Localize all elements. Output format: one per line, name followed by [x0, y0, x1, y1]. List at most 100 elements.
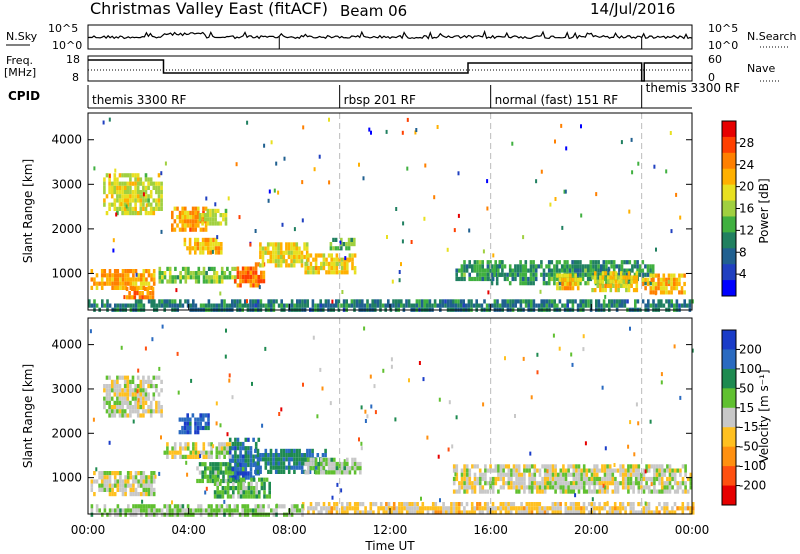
sparse-cell — [108, 440, 111, 445]
heatmap-cell — [392, 510, 396, 515]
heatmap-cell — [514, 264, 517, 269]
heatmap-cell — [252, 454, 255, 459]
heatmap-cell — [569, 472, 573, 477]
heatmap-cell — [134, 392, 137, 397]
heatmap-cell — [473, 472, 477, 477]
heatmap-cell — [126, 388, 130, 393]
heatmap-cell — [196, 421, 200, 426]
heatmap-cell — [290, 259, 293, 264]
heatmap-cell — [234, 450, 237, 455]
heatmap-cell — [614, 481, 617, 486]
heatmap-cell — [650, 510, 653, 515]
heatmap-cell — [149, 295, 152, 300]
heatmap-cell — [285, 465, 288, 470]
freq-label: Freq. — [6, 54, 33, 67]
heatmap-cell — [502, 502, 505, 507]
heatmap-cell — [150, 479, 153, 484]
heatmap-cell — [619, 468, 622, 473]
heatmap-cell — [353, 466, 357, 471]
heatmap-cell — [325, 261, 328, 266]
heatmap-cell — [535, 502, 539, 507]
heatmap-cell — [556, 472, 560, 477]
heatmap-cell — [689, 510, 692, 515]
heatmap-cell — [191, 210, 195, 215]
heatmap-cell — [123, 206, 127, 211]
heatmap-cell — [470, 303, 473, 308]
heatmap-cell — [595, 472, 599, 477]
heatmap-cell — [191, 215, 195, 220]
heatmap-cell — [670, 273, 673, 278]
heatmap-cell — [254, 279, 258, 284]
sparse-cell — [402, 221, 405, 226]
heatmap-cell — [300, 453, 304, 458]
heatmap-cell — [353, 270, 357, 275]
heatmap-cell — [215, 508, 218, 513]
heatmap-cell — [100, 471, 104, 476]
heatmap-cell — [196, 425, 200, 431]
heatmap-cell — [119, 471, 122, 476]
heatmap-cell — [470, 506, 474, 511]
heatmap-cell — [249, 299, 252, 304]
heatmap-cell — [543, 303, 546, 308]
sparse-cell — [570, 352, 573, 357]
heatmap-cell — [475, 303, 478, 308]
heatmap-cell — [333, 506, 336, 511]
heatmap-cell — [211, 466, 215, 471]
heatmap-cell — [494, 481, 498, 486]
heatmap-cell — [330, 466, 333, 471]
heatmap-cell — [260, 486, 264, 491]
heatmap-cell — [222, 470, 225, 475]
heatmap-cell — [118, 202, 122, 207]
heatmap-cell — [140, 303, 143, 308]
heatmap-cell — [416, 510, 419, 515]
heatmap-cell — [485, 303, 489, 308]
heatmap-cell — [139, 379, 143, 384]
heatmap-cell — [144, 392, 148, 397]
heatmap-cell — [139, 492, 143, 497]
y-tick-label: 3000 — [51, 382, 82, 396]
heatmap-cell — [214, 208, 217, 213]
heatmap-cell — [143, 295, 147, 300]
heatmap-cell — [322, 470, 326, 475]
heatmap-cell — [160, 379, 163, 384]
heatmap-cell — [127, 303, 130, 308]
heatmap-cell — [486, 268, 490, 273]
sparse-cell — [390, 357, 393, 362]
heatmap-cell — [121, 285, 125, 290]
sparse-cell — [227, 196, 230, 201]
heatmap-cell — [100, 487, 104, 492]
heatmap-cell — [593, 275, 597, 280]
heatmap-cell — [194, 421, 197, 426]
sparse-cell — [679, 395, 682, 400]
heatmap-cell — [517, 510, 521, 515]
heatmap-cell — [220, 266, 224, 271]
heatmap-cell — [458, 485, 461, 490]
heatmap-cell — [199, 425, 202, 431]
heatmap-cell — [108, 190, 111, 195]
heatmap-cell — [353, 502, 357, 507]
heatmap-cell — [231, 508, 234, 513]
heatmap-cell — [199, 450, 203, 455]
sparse-cell — [482, 249, 485, 254]
heatmap-cell — [209, 250, 213, 255]
heatmap-cell — [528, 481, 531, 486]
heatmap-cell — [132, 492, 135, 497]
colorbar-tick-label: -50 — [739, 440, 759, 454]
heatmap-cell — [527, 299, 530, 304]
heatmap-cell — [504, 510, 508, 515]
heatmap-cell — [160, 194, 163, 199]
heatmap-cell — [540, 264, 543, 269]
heatmap-cell — [103, 384, 106, 389]
heatmap-cell — [261, 246, 265, 251]
heatmap-cell — [139, 400, 143, 405]
heatmap-cell — [116, 198, 119, 203]
heatmap-cell — [567, 464, 570, 469]
heatmap-cell — [259, 250, 262, 255]
heatmap-cell — [489, 464, 492, 469]
heatmap-cell — [481, 272, 484, 277]
heatmap-cell — [330, 253, 333, 258]
heatmap-cell — [113, 190, 117, 195]
heatmap-cell — [254, 303, 257, 308]
heatmap-cell — [290, 457, 294, 462]
heatmap-cell — [468, 260, 471, 265]
